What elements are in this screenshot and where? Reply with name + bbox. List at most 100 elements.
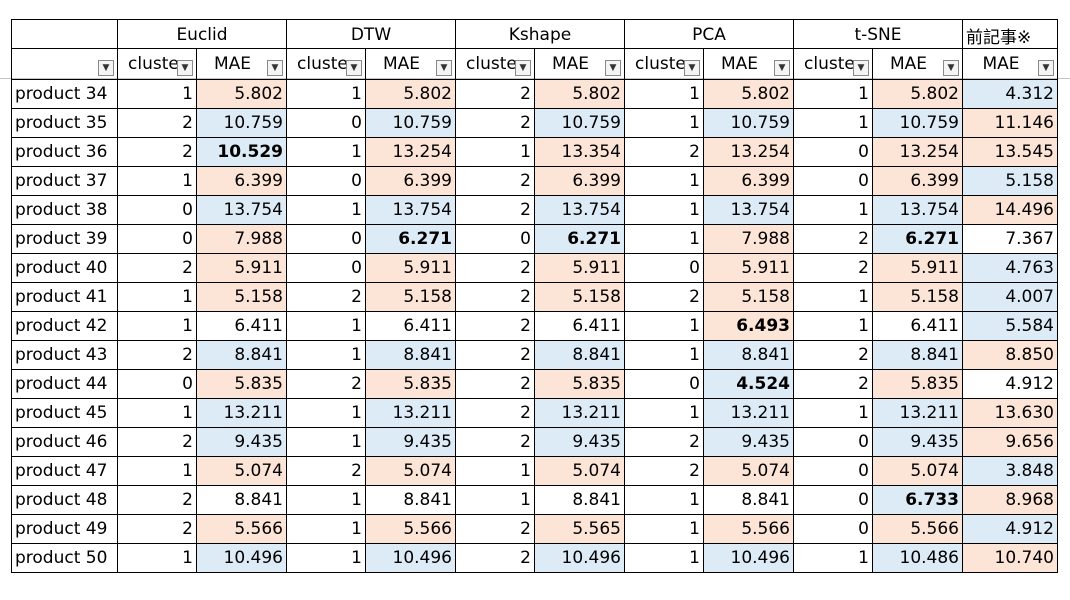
cluster-cell: 0 [793, 137, 873, 167]
mae-column-header: MAE ▼ [365, 48, 456, 80]
cluster-cell: 1 [793, 79, 873, 109]
prev-mae-cell: 13.545 [962, 137, 1058, 167]
cluster-cell: 1 [624, 514, 704, 544]
cluster-cell: 1 [624, 311, 704, 341]
cluster-cell: 0 [117, 195, 197, 225]
cluster-cell: 0 [793, 514, 873, 544]
mae-cell: 10.759 [196, 108, 287, 138]
dropdown-filter-icon[interactable]: ▼ [1038, 60, 1054, 76]
mae-column-header: MAE ▼ [703, 48, 794, 80]
prev-mae-cell: 4.763 [962, 253, 1058, 283]
cluster-cell: 2 [793, 253, 873, 283]
cluster-cell: 1 [117, 398, 197, 428]
mae-cell: 9.435 [365, 427, 456, 457]
dropdown-filter-icon[interactable]: ▼ [98, 60, 114, 76]
mae-cell: 7.988 [703, 224, 794, 254]
corner-cell [11, 19, 118, 49]
column-header-label: cluste [128, 54, 179, 74]
prev-mae-cell: 4.912 [962, 369, 1058, 399]
cluster-cell: 2 [793, 369, 873, 399]
cluster-cell: 0 [793, 427, 873, 457]
table-row: product 48 2 8.841 1 8.841 1 8.841 1 8.841 0 6.733… [11, 485, 1058, 515]
mae-cell: 8.841 [534, 485, 625, 515]
mae-cell: 10.529 [196, 137, 287, 167]
cluster-column-header: cluste ▼ [455, 48, 535, 80]
cluster-cell: 1 [624, 166, 704, 196]
table-row: product 40 2 5.911 0 5.911 2 5.911 0 5.911 2 5.911… [11, 253, 1058, 283]
spreadsheet-area: Euclid DTW Kshape PCA t-SNE 前記事※ ▼ cluste ▼ MAE ▼… [11, 19, 1058, 573]
product-name-cell: product 38 [11, 195, 118, 225]
mae-cell: 10.496 [703, 543, 794, 573]
cluster-cell: 2 [455, 253, 535, 283]
column-header-row: ▼ cluste ▼ MAE ▼ cluste ▼ MAE ▼ cluste ▼ MAE ▼ cluste… [11, 48, 1058, 80]
dropdown-filter-icon[interactable]: ▼ [436, 60, 452, 76]
prev-mae-cell: 7.367 [962, 224, 1058, 254]
mae-cell: 5.074 [872, 456, 963, 486]
column-header-label: MAE [382, 54, 421, 74]
mae-cell: 6.399 [872, 166, 963, 196]
group-header: Euclid [117, 19, 287, 49]
results-table: Euclid DTW Kshape PCA t-SNE 前記事※ ▼ cluste ▼ MAE ▼… [11, 19, 1058, 573]
table-row: product 43 2 8.841 1 8.841 2 8.841 1 8.841 2 8.841… [11, 340, 1058, 370]
mae-best-value: 6.493 [736, 316, 790, 336]
mae-cell: 5.835 [365, 369, 456, 399]
cluster-cell: 2 [117, 253, 197, 283]
prev-mae-cell: 13.630 [962, 398, 1058, 428]
mae-cell: 6.411 [365, 311, 456, 341]
cluster-cell: 1 [455, 137, 535, 167]
prev-mae-cell: 8.968 [962, 485, 1058, 515]
mae-cell: 13.354 [534, 137, 625, 167]
dropdown-filter-icon[interactable]: ▼ [177, 60, 193, 76]
column-header-label: MAE [720, 54, 759, 74]
cluster-cell: 2 [455, 369, 535, 399]
table-row: product 36 2 10.529 1 13.254 1 13.354 2 13.254 0 1… [11, 137, 1058, 167]
cluster-cell: 1 [286, 485, 366, 515]
table-row: product 41 1 5.158 2 5.158 2 5.158 2 5.158 1 5.158… [11, 282, 1058, 312]
mae-cell: 10.759 [365, 108, 456, 138]
cluster-cell: 1 [624, 398, 704, 428]
mae-cell: 13.211 [365, 398, 456, 428]
table-body: product 34 1 5.802 1 5.802 2 5.802 1 5.802 1 5.802… [11, 79, 1058, 573]
mae-cell: 5.802 [534, 79, 625, 109]
mae-cell: 5.158 [703, 282, 794, 312]
group-header: t-SNE [793, 19, 963, 49]
dropdown-filter-icon[interactable]: ▼ [605, 60, 621, 76]
mae-cell: 5.802 [703, 79, 794, 109]
mae-cell: 5.074 [534, 456, 625, 486]
cluster-cell: 1 [286, 427, 366, 457]
mae-cell: 13.211 [872, 398, 963, 428]
cluster-column-header: cluste ▼ [286, 48, 366, 80]
dropdown-filter-icon[interactable]: ▼ [267, 60, 283, 76]
cluster-cell: 1 [286, 543, 366, 573]
cluster-cell: 1 [624, 543, 704, 573]
product-name-cell: product 35 [11, 108, 118, 138]
mae-cell: 5.911 [703, 253, 794, 283]
mae-best-value: 6.271 [398, 229, 452, 249]
cluster-cell: 2 [624, 456, 704, 486]
cluster-cell: 2 [624, 427, 704, 457]
cluster-cell: 2 [117, 340, 197, 370]
cluster-cell: 2 [455, 108, 535, 138]
mae-cell: 13.754 [196, 195, 287, 225]
cluster-cell: 2 [286, 282, 366, 312]
dropdown-filter-icon[interactable]: ▼ [853, 60, 869, 76]
dropdown-filter-icon[interactable]: ▼ [774, 60, 790, 76]
dropdown-filter-icon[interactable]: ▼ [943, 60, 959, 76]
dropdown-filter-icon[interactable]: ▼ [515, 60, 531, 76]
table-row: product 45 1 13.211 1 13.211 2 13.211 1 13.211 1 1… [11, 398, 1058, 428]
mae-cell: 6.733 [872, 485, 963, 515]
prev-mae-cell: 3.848 [962, 456, 1058, 486]
mae-cell: 6.411 [872, 311, 963, 341]
cluster-cell: 1 [793, 543, 873, 573]
cluster-cell: 2 [117, 108, 197, 138]
mae-cell: 9.435 [872, 427, 963, 457]
cluster-cell: 1 [286, 195, 366, 225]
mae-cell: 13.754 [872, 195, 963, 225]
dropdown-filter-icon[interactable]: ▼ [346, 60, 362, 76]
cluster-cell: 1 [286, 311, 366, 341]
mae-cell: 5.835 [872, 369, 963, 399]
cluster-cell: 2 [455, 514, 535, 544]
mae-best-value: 10.529 [217, 142, 283, 162]
dropdown-filter-icon[interactable]: ▼ [684, 60, 700, 76]
mae-column-header: MAE ▼ [872, 48, 963, 80]
